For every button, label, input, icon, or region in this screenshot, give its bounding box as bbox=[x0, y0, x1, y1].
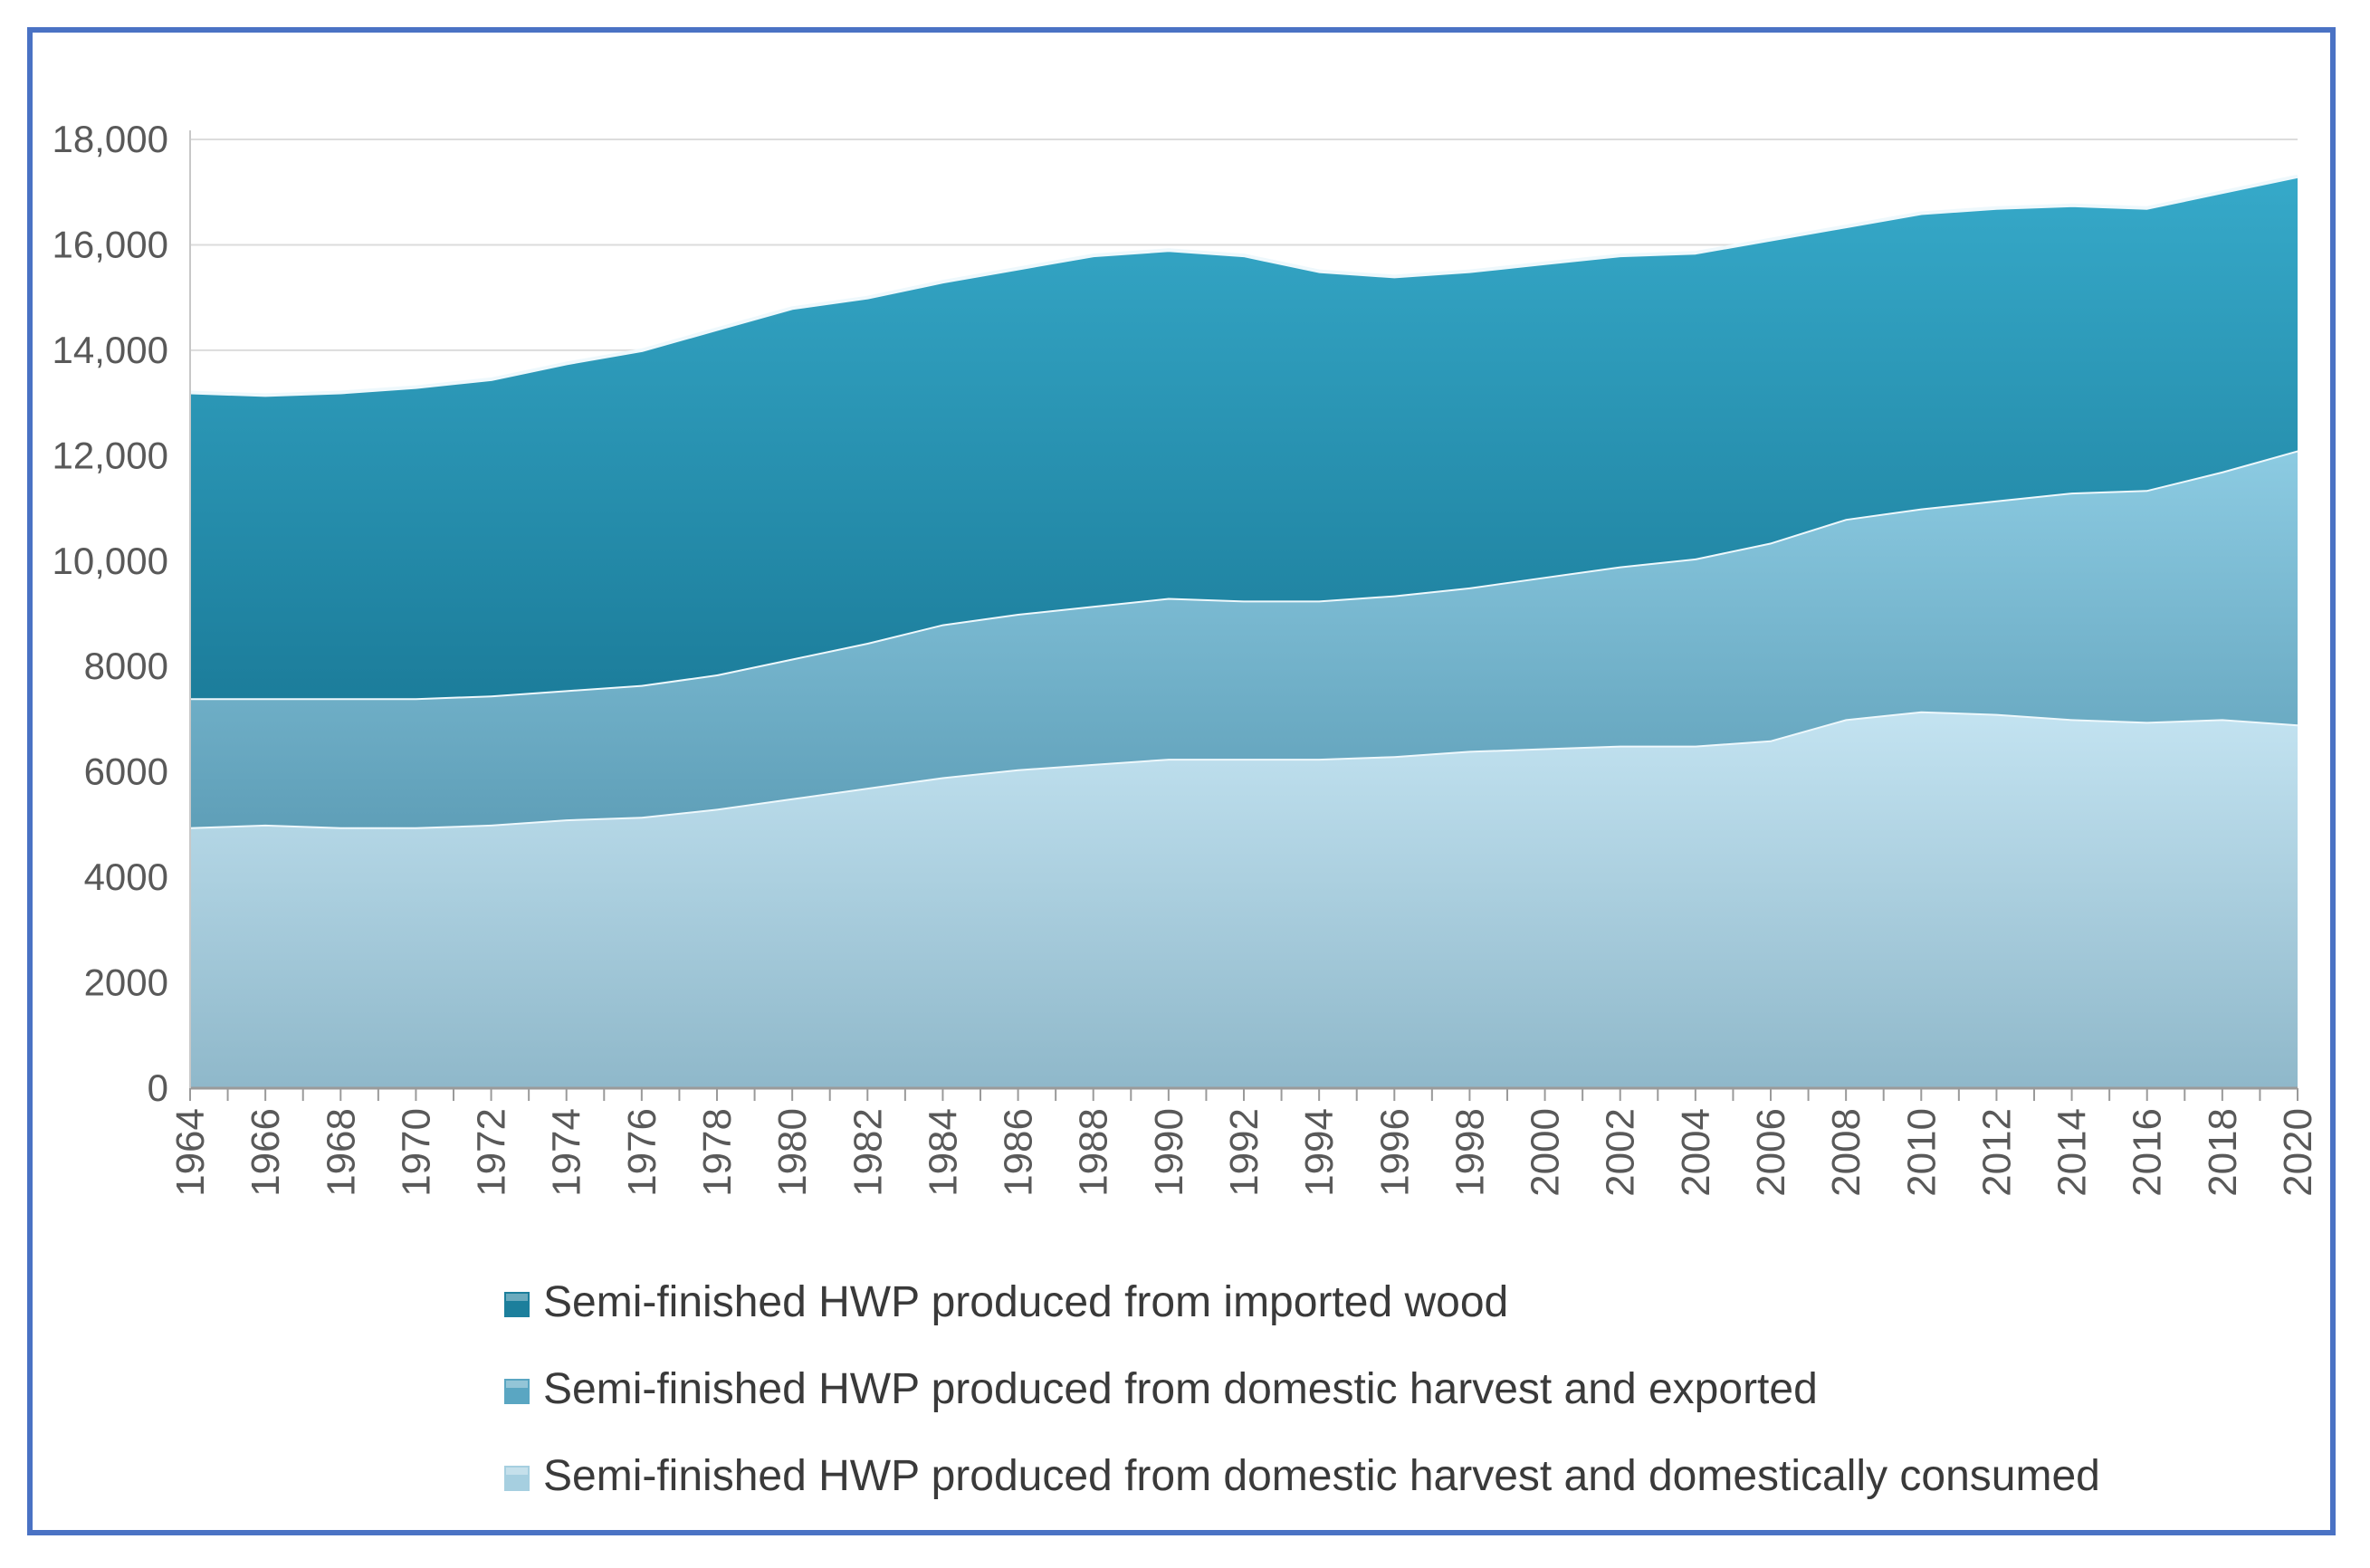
y-tick-label: 10,000 bbox=[53, 540, 168, 582]
legend-item-2: Semi-finished HWP produced from domestic… bbox=[502, 1365, 1818, 1413]
area-series-1 bbox=[190, 711, 2298, 1088]
x-tick-label: 2000 bbox=[1524, 1108, 1568, 1197]
legend-swatch bbox=[502, 1377, 531, 1406]
x-tick-label: 1984 bbox=[921, 1108, 965, 1197]
x-tick-label: 1972 bbox=[470, 1108, 514, 1197]
x-tick-label: 1966 bbox=[244, 1108, 288, 1197]
y-tick-label: 4000 bbox=[84, 856, 168, 898]
x-tick-label: 1982 bbox=[846, 1108, 890, 1197]
x-tick-label: 2004 bbox=[1674, 1108, 1718, 1197]
x-tick-label: 1986 bbox=[997, 1108, 1041, 1197]
x-tick-label: 1964 bbox=[168, 1108, 213, 1197]
axes bbox=[189, 130, 2298, 1101]
y-tick-label: 18,000 bbox=[53, 118, 168, 160]
y-tick-label: 14,000 bbox=[53, 329, 168, 371]
legend-swatch bbox=[502, 1464, 531, 1493]
legend-item-1: Semi-finished HWP produced from imported… bbox=[502, 1278, 1508, 1326]
x-tick-label: 2016 bbox=[2126, 1108, 2170, 1197]
y-tick-label: 16,000 bbox=[53, 223, 168, 265]
x-tick-label: 2010 bbox=[1899, 1108, 1944, 1197]
x-tick-label: 1976 bbox=[620, 1108, 664, 1197]
y-tick-label: 8000 bbox=[84, 645, 168, 687]
x-tick-label: 2002 bbox=[1599, 1108, 1643, 1197]
y-tick-label: 0 bbox=[148, 1066, 168, 1109]
legend-swatch-highlight bbox=[506, 1468, 528, 1475]
x-tick-label: 1974 bbox=[545, 1108, 589, 1197]
x-axis-tick-labels: 1964 1966 1968 1970 1972 1974 1976 1978 1980 1982… bbox=[168, 1108, 2320, 1197]
x-tick-label: 1968 bbox=[319, 1108, 363, 1197]
y-tick-label: 6000 bbox=[84, 751, 168, 793]
y-axis-tick-labels: 0 2000 4000 6000 8000 10,000 12,000 14,000 16,00… bbox=[53, 118, 168, 1109]
chart-frame: 0 2000 4000 6000 8000 10,000 12,000 14,000 16,00… bbox=[27, 27, 2336, 1535]
area-top-edge-series-3 bbox=[189, 174, 2298, 397]
stacked-area-chart: 0 2000 4000 6000 8000 10,000 12,000 14,000 16,00… bbox=[53, 118, 2320, 1500]
area-series-3 bbox=[190, 176, 2298, 699]
area-series-2 bbox=[190, 450, 2298, 827]
x-tick-label: 1990 bbox=[1147, 1108, 1191, 1197]
legend-label: Semi-finished HWP produced from domestic… bbox=[543, 1452, 2100, 1500]
x-tick-label: 2006 bbox=[1749, 1108, 1793, 1197]
x-tick-label: 1978 bbox=[695, 1108, 740, 1197]
x-tick-label: 2014 bbox=[2050, 1108, 2095, 1197]
x-tick-label: 1996 bbox=[1372, 1108, 1417, 1197]
x-tick-label: 1988 bbox=[1072, 1108, 1116, 1197]
legend-label: Semi-finished HWP produced from domestic… bbox=[543, 1365, 1818, 1413]
x-tick-label: 2020 bbox=[2276, 1108, 2320, 1197]
areas bbox=[189, 174, 2298, 1088]
x-tick-label: 2008 bbox=[1824, 1108, 1868, 1197]
x-tick-label: 1994 bbox=[1297, 1108, 1342, 1197]
legend-swatch-highlight bbox=[506, 1381, 528, 1388]
legend-swatch bbox=[502, 1290, 531, 1319]
y-tick-label: 2000 bbox=[84, 961, 168, 1004]
legend: Semi-finished HWP produced from imported… bbox=[502, 1278, 2100, 1500]
legend-item-3: Semi-finished HWP produced from domestic… bbox=[502, 1452, 2100, 1500]
legend-label: Semi-finished HWP produced from imported… bbox=[543, 1278, 1508, 1326]
x-tick-label: 1992 bbox=[1222, 1108, 1266, 1197]
x-tick-label: 2012 bbox=[1974, 1108, 2019, 1197]
y-tick-label: 12,000 bbox=[53, 434, 168, 476]
x-tick-label: 2018 bbox=[2201, 1108, 2245, 1197]
x-tick-label: 1980 bbox=[770, 1108, 815, 1197]
x-tick-label: 1970 bbox=[394, 1108, 438, 1197]
x-tick-label: 1998 bbox=[1448, 1108, 1492, 1197]
legend-swatch-highlight bbox=[506, 1294, 528, 1301]
